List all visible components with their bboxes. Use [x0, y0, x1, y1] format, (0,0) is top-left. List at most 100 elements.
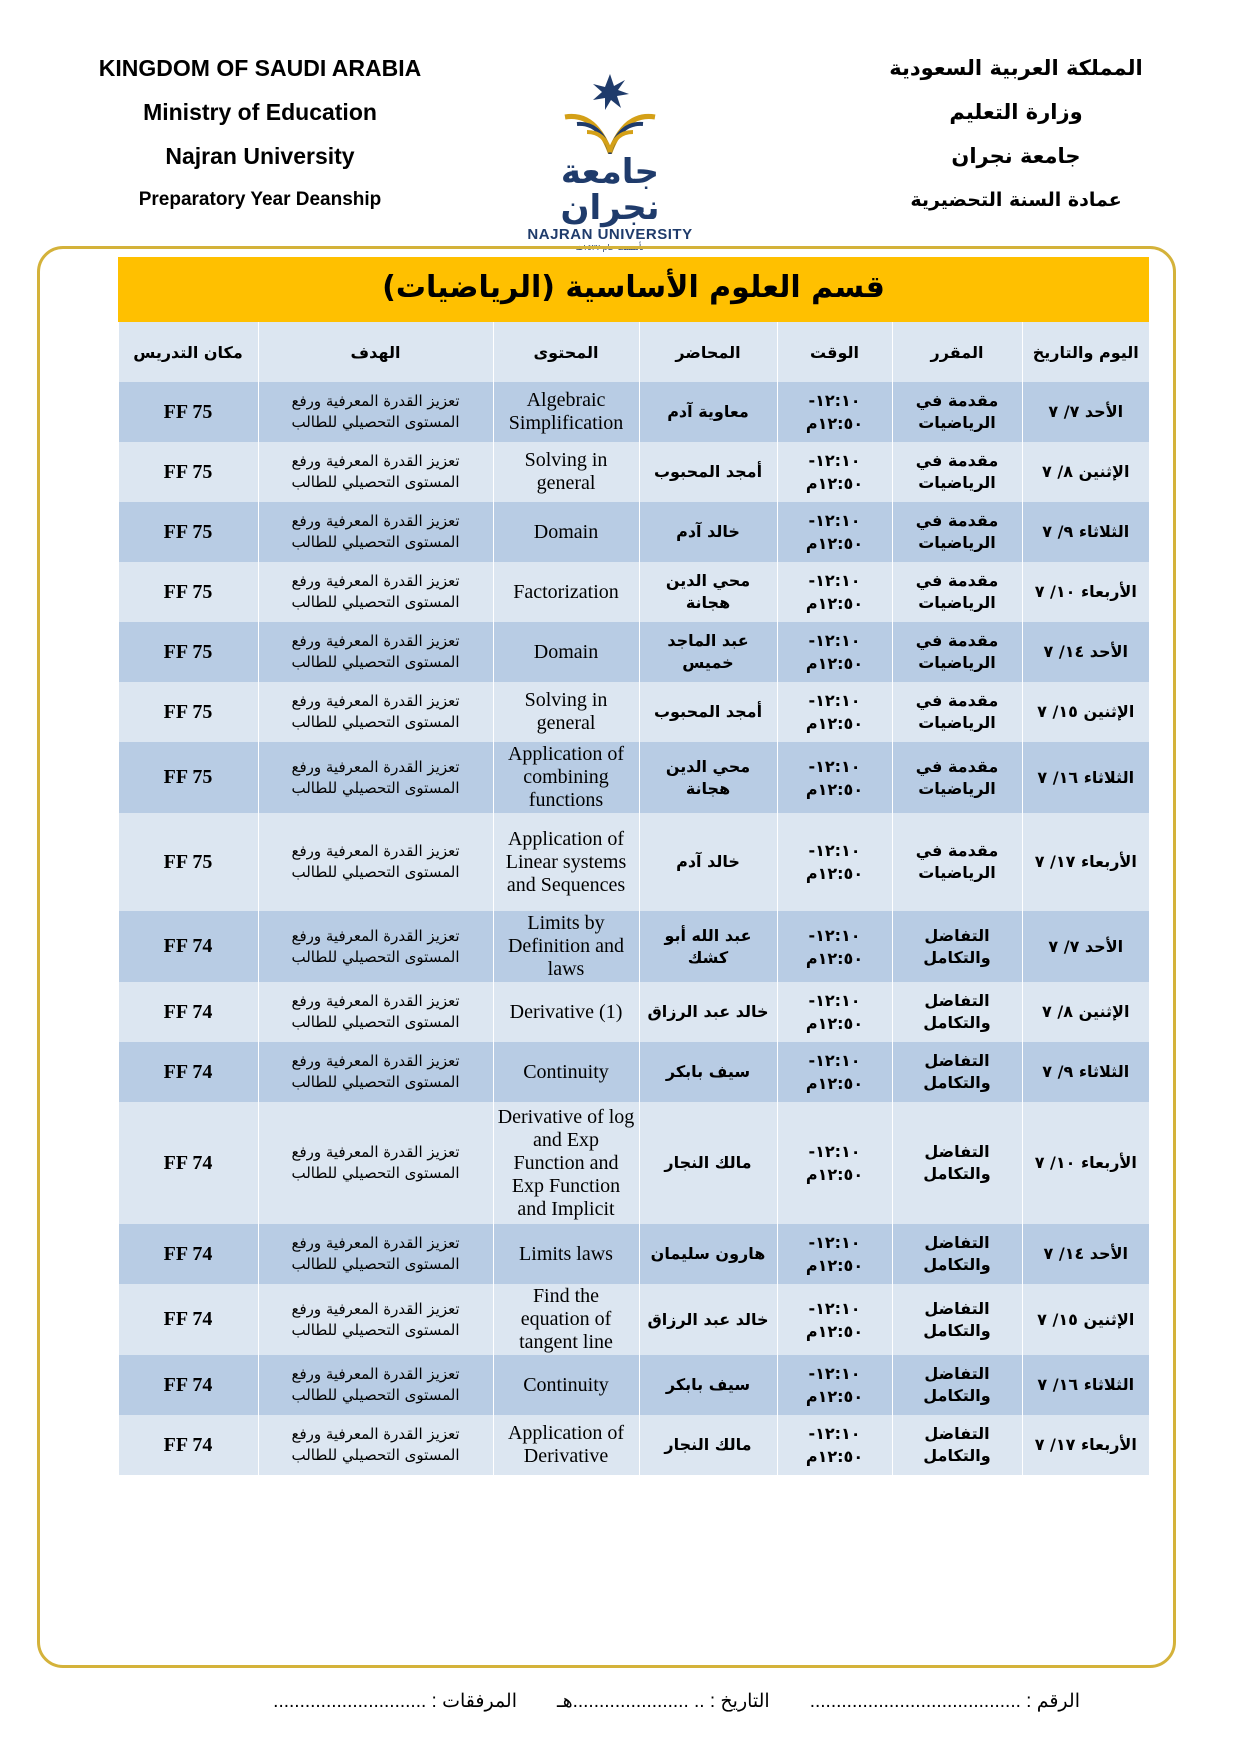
header-en-line: Preparatory Year Deanship	[138, 189, 382, 210]
content-text: Continuity	[523, 1373, 609, 1396]
cell-place: FF 75	[117, 442, 258, 502]
cell-place: FF 74	[117, 1415, 258, 1475]
cell-goal: تعزيز القدرة المعرفية ورفع المستوى التحص…	[257, 1284, 493, 1355]
header-ar-line: المملكة العربية السعودية	[889, 56, 1143, 80]
time-start: ١٢:١٠-	[808, 1233, 861, 1252]
table-header-row: اليوم والتاريخ المقرر الوقت المحاضر المحتوى ا…	[117, 322, 1149, 382]
schedule-table: قسم العلوم الأساسية (الرياضيات) اليوم وا…	[117, 257, 1149, 1475]
cell-day: الإثنين ٨/ ٧	[1021, 442, 1149, 502]
place-text: FF 75	[163, 766, 213, 788]
goal-text: تعزيز القدرة المعرفية ورفع المستوى التحص…	[291, 632, 460, 671]
time-end: ١٢:٥٠م	[805, 1074, 864, 1093]
content-text: Continuity	[523, 1060, 609, 1083]
cell-content: Domain	[492, 502, 639, 562]
cell-day: الأحد ٧/ ٧	[1021, 382, 1149, 442]
place-text: FF 75	[163, 850, 213, 873]
cell-course: مقدمة في الرياضيات	[891, 622, 1022, 682]
day-text: الأحد ١٤/ ٧	[1043, 1244, 1128, 1263]
place-text: FF 74	[163, 1060, 213, 1083]
time-end: ١٢:٥٠م	[805, 474, 864, 493]
time-start: ١٢:١٠-	[808, 631, 861, 650]
cell-time: ١٢:١٠- ١٢:٥٠م	[776, 911, 892, 982]
goal-text: تعزيز القدرة المعرفية ورفع المستوى التحص…	[291, 1143, 460, 1182]
cell-content: Application of Derivative	[492, 1415, 639, 1475]
table-row: الأحد ١٤/ ٧ مقدمة في الرياضيات ١٢:١٠- ١٢:٥٠…	[117, 622, 1149, 682]
goal-text: تعزيز القدرة المعرفية ورفع المستوى التحص…	[291, 757, 460, 797]
cell-time: ١٢:١٠- ١٢:٥٠م	[776, 1042, 892, 1102]
time-start: ١٢:١٠-	[808, 511, 861, 530]
table-row: الثلاثاء ٩/ ٧ التفاضل والتكامل ١٢:١٠- ١٢:٥٠…	[117, 1042, 1149, 1102]
cell-day: الأحد ٧/ ٧	[1021, 911, 1149, 982]
lecturer-text: سيف بابكر	[665, 1062, 751, 1081]
cell-time: ١٢:١٠- ١٢:٥٠م	[776, 1415, 892, 1475]
cell-content: Continuity	[492, 1355, 639, 1415]
cell-place: FF 74	[117, 982, 258, 1042]
cell-course: التفاضل والتكامل	[891, 1102, 1022, 1224]
table-title: قسم العلوم الأساسية (الرياضيات)	[118, 257, 1149, 322]
cell-content: Algebraic Simplification	[492, 382, 639, 442]
cell-content: Limits laws	[492, 1224, 639, 1284]
cell-lecturer: محي الدين هجانة	[638, 562, 777, 622]
cell-content: Solving in general	[492, 442, 639, 502]
place-text: FF 74	[163, 1000, 213, 1023]
goal-text: تعزيز القدرة المعرفية ورفع المستوى التحص…	[291, 572, 460, 611]
cell-goal: تعزيز القدرة المعرفية ورفع المستوى التحص…	[257, 562, 493, 622]
cell-time: ١٢:١٠- ١٢:٥٠م	[776, 502, 892, 562]
cell-course: التفاضل والتكامل	[891, 911, 1022, 982]
cell-time: ١٢:١٠- ١٢:٥٠م	[776, 1102, 892, 1224]
day-text: الثلاثاء ١٦/ ٧	[1037, 1375, 1135, 1394]
cell-lecturer: خالد عبد الرزاق	[638, 1284, 777, 1355]
content-text: Domain	[533, 640, 599, 663]
lecturer-text: عبد الله أبو كشك	[664, 925, 752, 967]
cell-place: FF 75	[117, 562, 258, 622]
cell-time: ١٢:١٠- ١٢:٥٠م	[776, 982, 892, 1042]
content-text: Algebraic Simplification	[508, 389, 624, 434]
place-text: FF 75	[163, 400, 213, 423]
day-text: الأربعاء ١٧/ ٧	[1034, 1435, 1137, 1454]
cell-place: FF 74	[117, 1284, 258, 1355]
course-text: التفاضل والتكامل	[923, 991, 991, 1032]
lecturer-text: خالد آدم	[676, 522, 740, 541]
time-end: ١٢:٥٠م	[805, 534, 864, 553]
column-header-content: المحتوى	[492, 322, 639, 382]
lecturer-text: معاوية آدم	[667, 402, 749, 421]
course-text: التفاضل والتكامل	[923, 925, 991, 967]
course-text: التفاضل والتكامل	[923, 1364, 991, 1405]
time-start: ١٢:١٠-	[808, 1364, 861, 1383]
course-text: التفاضل والتكامل	[923, 1298, 991, 1340]
column-header-course: المقرر	[891, 322, 1022, 382]
place-text: FF 74	[163, 1373, 213, 1396]
footer-number: الرقم : ................................…	[809, 1691, 1080, 1712]
time-end: ١٢:٥٠م	[805, 1014, 864, 1033]
day-text: الثلاثاء ٩/ ٧	[1042, 1062, 1130, 1081]
header-en-line: Najran University	[165, 143, 355, 169]
content-text: Find the equation of tangent line	[519, 1285, 613, 1353]
cell-content: Application of Linear systems and Sequen…	[492, 813, 639, 911]
logo-english-text: NAJRAN UNIVERSITY	[527, 226, 693, 243]
cell-course: مقدمة في الرياضيات	[891, 682, 1022, 742]
time-end: ١٢:٥٠م	[805, 779, 864, 799]
cell-day: الثلاثاء ١٦/ ٧	[1021, 1355, 1149, 1415]
cell-content: Domain	[492, 622, 639, 682]
day-text: الإثنين ١٥/ ٧	[1037, 702, 1135, 721]
cell-content: Limits by Definition and laws	[492, 911, 639, 982]
cell-day: الإثنين ١٥/ ٧	[1021, 1284, 1149, 1355]
time-start: ١٢:١٠-	[808, 1298, 861, 1318]
cell-time: ١٢:١٠- ١٢:٥٠م	[776, 813, 892, 911]
cell-course: مقدمة في الرياضيات	[891, 442, 1022, 502]
header-english: KINGDOM OF SAUDI ARABIA Ministry of Educ…	[60, 46, 460, 222]
time-end: ١٢:٥٠م	[805, 594, 864, 613]
cell-goal: تعزيز القدرة المعرفية ورفع المستوى التحص…	[257, 682, 493, 742]
cell-goal: تعزيز القدرة المعرفية ورفع المستوى التحص…	[257, 622, 493, 682]
cell-lecturer: عبد الماجد خميس	[638, 622, 777, 682]
cell-lecturer: معاوية آدم	[638, 382, 777, 442]
cell-goal: تعزيز القدرة المعرفية ورفع المستوى التحص…	[257, 813, 493, 911]
cell-time: ١٢:١٠- ١٢:٥٠م	[776, 1284, 892, 1355]
cell-place: FF 74	[117, 1102, 258, 1224]
place-text: FF 74	[163, 1433, 213, 1456]
logo-emblem-icon	[564, 74, 656, 160]
cell-place: FF 75	[117, 382, 258, 442]
table-row: الأحد ١٤/ ٧ التفاضل والتكامل ١٢:١٠- ١٢:٥٠م ه…	[117, 1224, 1149, 1284]
cell-goal: تعزيز القدرة المعرفية ورفع المستوى التحص…	[257, 1042, 493, 1102]
cell-day: الأحد ١٤/ ٧	[1021, 1224, 1149, 1284]
